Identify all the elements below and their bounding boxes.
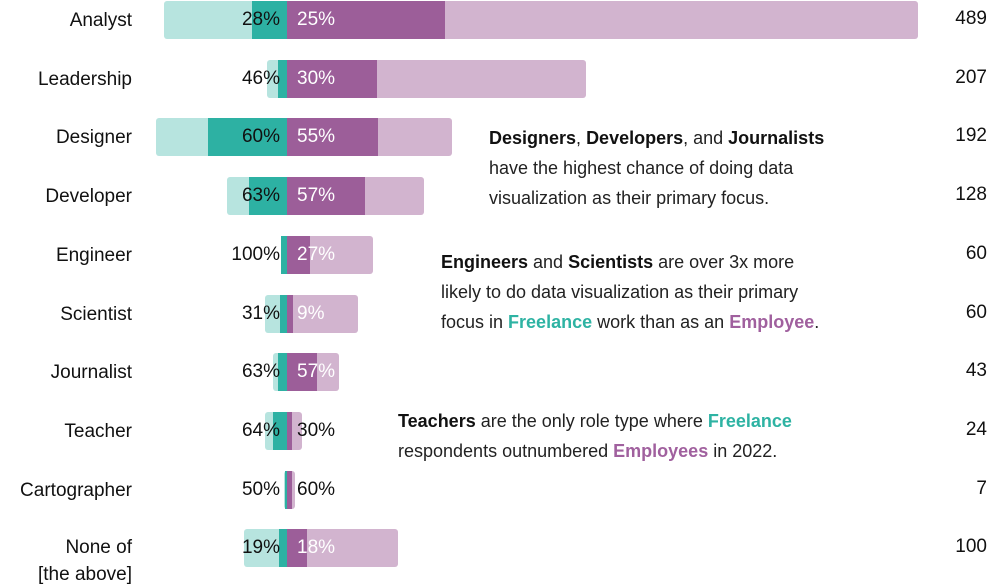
freelance-primary-bar	[273, 411, 287, 450]
employee-primary-bar	[287, 353, 317, 392]
freelance-primary-bar	[252, 1, 287, 39]
annotation-segment: Freelance	[707, 411, 792, 431]
total-count-label: 192	[955, 125, 987, 147]
employee-primary-bar	[287, 294, 294, 333]
freelance-pct-label: 63%	[241, 185, 280, 207]
freelance-primary-bar	[280, 235, 287, 274]
employee-pct-label: 55%	[297, 126, 336, 148]
employee-primary-bar	[287, 235, 311, 274]
total-count-label: 100	[955, 536, 987, 558]
employee-pct-label: 25%	[297, 9, 336, 30]
freelance-primary-bar	[249, 177, 287, 216]
employee-pct-label: 30%	[297, 67, 336, 89]
annotation-segment: likely to do data visualization as their…	[441, 282, 799, 302]
freelance-pct-label: 64%	[241, 419, 280, 441]
employee-primary-bar	[287, 1, 445, 39]
freelance-primary-bar	[280, 294, 287, 333]
employee-pct-label: 57%	[297, 361, 336, 383]
annotation-segment: Scientists	[568, 252, 654, 272]
annotation-segment: Designers	[489, 128, 577, 148]
category-label: Teacher	[64, 420, 132, 442]
freelance-primary-bar	[285, 470, 287, 509]
annotation-segment: Teachers	[398, 411, 476, 431]
annotation-segment: visualization as their primary focus.	[489, 188, 770, 208]
annotation-segment: Journalists	[728, 128, 825, 148]
freelance-pct-label: 63%	[241, 361, 280, 383]
freelance-pct-label: 19%	[241, 537, 280, 559]
total-count-label: 60	[965, 301, 987, 323]
category-label: None of [the above]	[37, 536, 132, 585]
employee-pct-label: 60%	[297, 478, 336, 500]
annotation-segment: ,	[576, 128, 587, 148]
annotation-segment: focus in	[441, 312, 509, 332]
employee-primary-bar	[287, 59, 377, 98]
annotation-text: Teachers are the only role type where Fr…	[398, 406, 792, 466]
category-label: Designer	[55, 127, 132, 149]
total-count-label: 43	[965, 360, 987, 382]
annotation-segment: and	[528, 252, 569, 272]
employee-primary-bar	[287, 118, 378, 157]
total-count-label: 60	[965, 242, 987, 264]
total-count-label: 207	[955, 66, 987, 88]
employee-primary-bar	[287, 529, 307, 568]
employee-pct-label: 18%	[297, 537, 336, 559]
annotation-segment: are over 3x more	[653, 252, 795, 272]
total-count-label: 7	[976, 477, 987, 499]
total-count-label: 128	[955, 184, 987, 206]
freelance-pct-label: 60%	[241, 126, 280, 148]
freelance-primary-bar	[208, 118, 287, 157]
freelance-pct-label: 100%	[231, 243, 280, 265]
annotation-segment: Engineers	[441, 252, 529, 272]
category-label: Analyst	[69, 10, 132, 31]
annotation-segment: Developers	[586, 128, 684, 148]
freelance-pct-label: 31%	[241, 302, 280, 324]
category-label: Developer	[45, 186, 132, 208]
annotation-segment: Employee	[729, 312, 815, 332]
freelance-primary-bar	[278, 529, 287, 568]
category-label: Journalist	[50, 362, 132, 384]
category-label: Scientist	[60, 303, 132, 325]
category-label: Engineer	[55, 244, 132, 266]
annotation-segment: Freelance	[508, 312, 593, 332]
annotation-segment: Employees	[613, 441, 709, 461]
employee-pct-label: 30%	[297, 419, 336, 441]
employee-pct-label: 57%	[297, 185, 336, 207]
annotation-segment: work than as an	[592, 312, 730, 332]
total-count-label: 489	[955, 8, 987, 29]
freelance-primary-bar	[278, 353, 287, 392]
annotation-segment: .	[814, 312, 820, 332]
annotation-segment: in 2022.	[708, 441, 778, 461]
freelance-primary-bar	[277, 59, 287, 98]
employee-primary-bar	[287, 411, 292, 450]
employee-primary-bar	[287, 470, 292, 509]
annotation-text: Engineers and Scientists are over 3x mor…	[441, 247, 819, 337]
annotation-segment: , and	[683, 128, 729, 148]
employee-total-bar	[287, 294, 358, 333]
annotation-segment: have the highest chance of doing data	[489, 158, 794, 178]
employee-primary-bar	[287, 177, 366, 216]
annotation-segment: are the only role type where	[475, 411, 708, 431]
category-label: Cartographer	[20, 479, 132, 501]
annotation-text: Designers, Developers, and Journalists ha…	[489, 123, 824, 213]
category-label: Leadership	[37, 68, 132, 90]
employee-pct-label: 27%	[297, 243, 336, 265]
freelance-total-bar	[283, 470, 287, 509]
total-count-label: 24	[965, 418, 987, 440]
freelance-pct-label: 46%	[241, 67, 280, 89]
freelance-pct-label: 28%	[241, 9, 280, 30]
freelance-pct-label: 50%	[241, 478, 280, 500]
employee-pct-label: 9%	[297, 302, 325, 324]
annotation-segment: respondents outnumbered	[398, 441, 614, 461]
